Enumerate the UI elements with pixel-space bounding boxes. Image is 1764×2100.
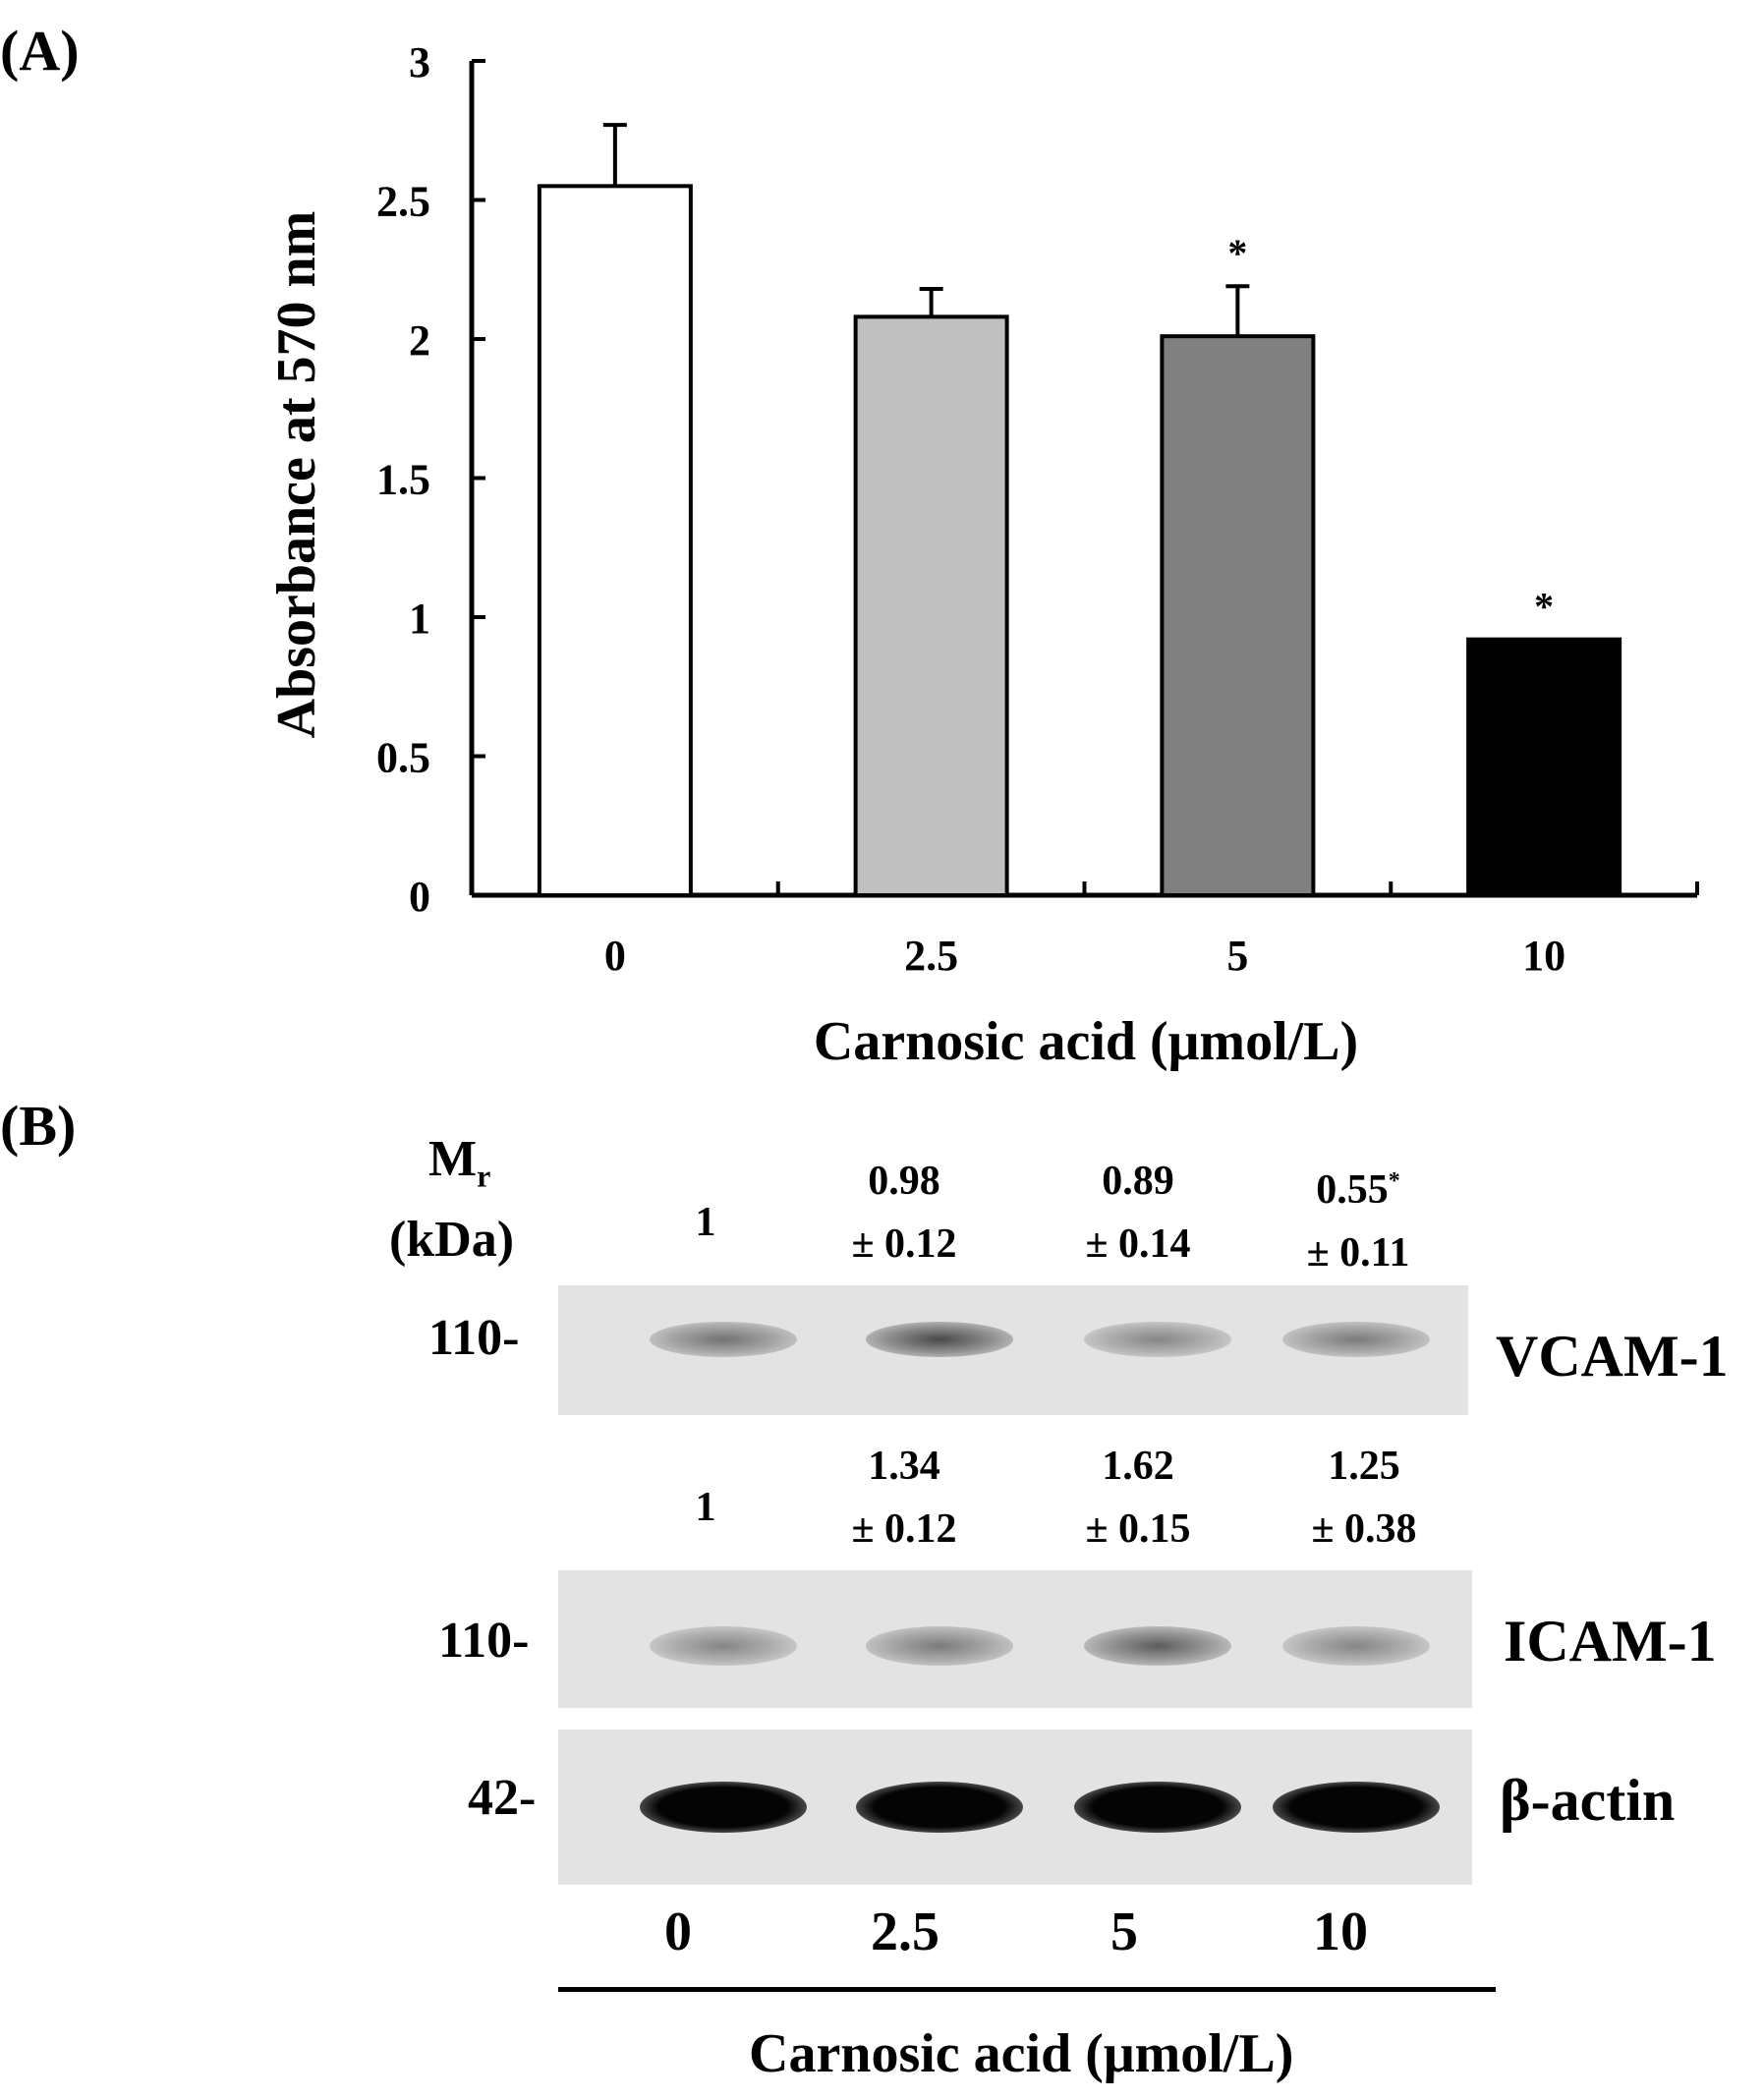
- vcam-quant-lane-3: 0.55* ± 0.11: [1250, 1150, 1466, 1284]
- icam-quant-value: 1.62: [1102, 1444, 1174, 1489]
- vcam-quant-value: 1: [695, 1200, 716, 1245]
- blot-band: [866, 1626, 1013, 1666]
- x-tick-label: 2.5: [904, 932, 958, 980]
- vcam-quant-value-wrap: 0.55*: [1250, 1150, 1466, 1221]
- vcam-quant-lane-1: 0.98 ± 0.12: [796, 1150, 1012, 1276]
- y-axis-label: Absorbance at 570 nm: [266, 211, 327, 739]
- actin-blot: [558, 1730, 1472, 1885]
- icam-quant-value: 1: [695, 1485, 716, 1530]
- icam-quant-value: 1.34: [868, 1444, 940, 1489]
- mr-sub: r: [477, 1158, 491, 1194]
- lane-label: 0: [664, 1901, 692, 1962]
- icam-quant-sd: ± 0.15: [1085, 1506, 1191, 1552]
- blot-band: [1282, 1322, 1430, 1358]
- vcam-quant-lane-0: 1: [597, 1191, 814, 1254]
- icam-quant-lane-1: 1.34 ± 0.12: [796, 1435, 1012, 1561]
- y-tick-label: 0.5: [376, 734, 430, 782]
- x-tick-label: 5: [1226, 932, 1248, 980]
- y-tick-label: 0: [409, 873, 430, 921]
- blot-band: [1084, 1322, 1231, 1358]
- icam-name: ICAM-1: [1504, 1609, 1717, 1674]
- actin-marker: 42-: [468, 1770, 537, 1826]
- y-tick-label: 1.5: [376, 456, 430, 504]
- bar: [853, 314, 1009, 897]
- icam-quant-lane-2: 1.62 ± 0.15: [1030, 1435, 1246, 1561]
- vcam-quant-value: 0.98: [868, 1159, 940, 1204]
- y-tick-label: 1: [409, 595, 430, 643]
- mr-unit: (kDa): [389, 1212, 515, 1268]
- vcam-quant-sd: ± 0.12: [851, 1221, 957, 1267]
- mr-label: Mr: [428, 1130, 490, 1194]
- x-tick-label: 0: [604, 932, 626, 980]
- significance-mark: *: [1388, 1168, 1400, 1194]
- vcam-quant-value: 0.89: [1102, 1159, 1174, 1204]
- blot-band: [640, 1782, 807, 1833]
- icam-quant-value: 1.25: [1328, 1444, 1400, 1489]
- panel-b-xlabel: Carnosic acid (μmol/L): [749, 2023, 1294, 2084]
- x-tick-label: 10: [1522, 932, 1565, 980]
- lane-label: 5: [1110, 1901, 1138, 1962]
- bar: [1466, 637, 1622, 897]
- x-axis-label: Carnosic acid (μmol/L): [814, 1011, 1358, 1072]
- bar-chart: Absorbance at 570 nm * * 0 0.5 1 1.5 2 2.5 3 0 2.…: [266, 38, 1699, 1072]
- icam-quant-sd: ± 0.12: [851, 1506, 957, 1552]
- lane-label: 2.5: [871, 1901, 939, 1962]
- icam-marker: 110-: [438, 1613, 530, 1669]
- actin-name: β-actin: [1500, 1768, 1676, 1833]
- vcam-quant-value: 0.55: [1316, 1167, 1389, 1213]
- significance-mark: *: [1534, 585, 1554, 629]
- y-tick-label: 3: [409, 38, 430, 86]
- vcam-quant-sd: ± 0.14: [1085, 1221, 1191, 1267]
- blot-band: [866, 1322, 1013, 1358]
- y-tick-label: 2.5: [376, 178, 430, 226]
- bar: [1160, 334, 1316, 898]
- vcam-quant-lane-2: 0.89 ± 0.14: [1030, 1150, 1246, 1276]
- bar: [537, 184, 693, 898]
- mr-main: M: [428, 1131, 478, 1187]
- vcam-marker: 110-: [428, 1310, 520, 1366]
- vcam-blot: [558, 1285, 1468, 1415]
- icam-blot: [558, 1570, 1472, 1708]
- icam-quant-lane-3: 1.25 ± 0.38: [1256, 1435, 1472, 1561]
- vcam-name: VCAM-1: [1496, 1324, 1729, 1389]
- blot-band: [1074, 1782, 1241, 1833]
- icam-quant-lane-0: 1: [597, 1476, 814, 1539]
- panel-b-label: (B): [0, 1094, 77, 1158]
- lane-label: 10: [1313, 1901, 1368, 1962]
- icam-quant-sd: ± 0.38: [1311, 1506, 1417, 1552]
- blot-band: [1084, 1626, 1231, 1666]
- blot-band: [650, 1626, 797, 1666]
- blot-band: [856, 1782, 1023, 1833]
- blot-band: [1273, 1782, 1440, 1833]
- blot-band: [650, 1322, 797, 1358]
- significance-mark: *: [1227, 231, 1247, 275]
- lane-underline: [558, 1987, 1496, 1992]
- y-tick-label: 2: [409, 316, 430, 365]
- vcam-quant-sd: ± 0.11: [1306, 1230, 1410, 1276]
- panel-a-label: (A): [0, 19, 80, 83]
- blot-band: [1282, 1626, 1430, 1666]
